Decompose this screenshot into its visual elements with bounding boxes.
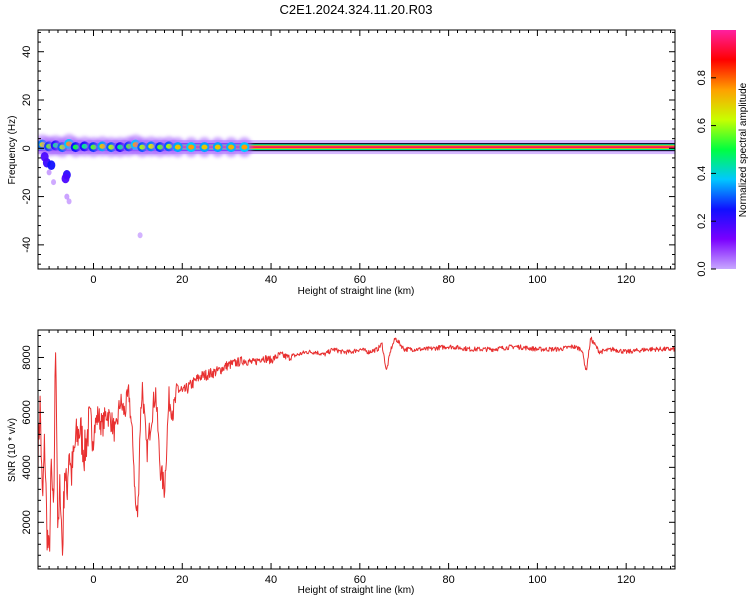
x-tick-label: 40 <box>265 274 277 286</box>
x-tick-label: 100 <box>528 574 546 586</box>
y-tick-label: 0 <box>21 145 33 151</box>
colorbar-tick-label: 0.2 <box>696 214 708 229</box>
colorbar-tick-label: 0.8 <box>696 70 708 85</box>
x-tick-label: 80 <box>442 274 454 286</box>
spectral-blob-core <box>228 144 235 150</box>
snr-plot-area <box>38 330 675 569</box>
spectral-blob-core <box>241 144 248 150</box>
x-tick-label: 40 <box>265 574 277 586</box>
spectral-blob-core <box>174 144 181 150</box>
y-tick-label: 2000 <box>21 510 33 534</box>
colorbar-gradient <box>711 30 736 269</box>
y-tick-label: -40 <box>21 237 33 253</box>
spectral-blob-core <box>201 144 208 150</box>
snr-x-axis-title: Height of straight line (km) <box>298 585 415 596</box>
spectrogram-x-axis-title: Height of straight line (km) <box>298 286 415 297</box>
band-core <box>38 146 675 148</box>
snr-panel: 0 20 40 60 80 100 120 2000 4000 6000 8000 Height o… <box>7 329 676 596</box>
colorbar-ticks: 0.0 0.2 0.4 0.6 0.8 <box>696 70 716 277</box>
spectral-spot <box>61 173 70 184</box>
x-tick-label: 60 <box>354 274 366 286</box>
colorbar-tick-label: 0.0 <box>696 261 708 276</box>
spectral-spot <box>66 198 72 205</box>
colorbar-title: Normalized spectral amplitude <box>738 82 749 217</box>
x-tick-label: 60 <box>354 574 366 586</box>
spectral-spot <box>46 169 52 176</box>
spectrogram-panel: 0 20 40 60 80 100 120 -40 -20 0 20 40 Height of str… <box>7 29 676 297</box>
snr-series-line <box>38 336 675 556</box>
figure-title: C2E1.2024.324.11.20.R03 <box>280 2 433 17</box>
x-tick-label: 0 <box>90 274 96 286</box>
x-tick-label: 100 <box>528 274 546 286</box>
spectrogram-y-axis-title: Frequency (Hz) <box>7 116 18 185</box>
y-tick-label: 4000 <box>21 455 33 479</box>
spectral-spot <box>51 179 57 186</box>
x-tick-label: 20 <box>176 274 188 286</box>
colorbar-tick-label: 0.4 <box>696 166 708 181</box>
colorbar-tick-label: 0.6 <box>696 118 708 133</box>
x-tick-label: 120 <box>617 574 635 586</box>
y-tick-label: 20 <box>21 94 33 106</box>
spectral-spot <box>137 232 143 239</box>
spectral-spot <box>40 151 49 162</box>
spectral-spot <box>47 160 56 170</box>
x-tick-label: 20 <box>176 574 188 586</box>
spectrogram-heatmap <box>38 133 675 239</box>
y-tick-label: 40 <box>21 46 33 58</box>
spectral-spot <box>64 193 70 200</box>
snr-frame <box>37 329 676 570</box>
colorbar: 0.0 0.2 0.4 0.6 0.8 Normalized spectral ampl… <box>696 30 749 277</box>
spectral-blob-core <box>188 144 195 150</box>
spectrogram-frame <box>37 29 676 270</box>
snr-y-axis-title: SNR (10 * v/v) <box>7 418 18 482</box>
x-tick-label: 0 <box>90 574 96 586</box>
y-tick-label: 8000 <box>21 345 33 369</box>
y-tick-label: 6000 <box>21 400 33 424</box>
x-tick-label: 80 <box>442 574 454 586</box>
x-tick-label: 120 <box>617 274 635 286</box>
spectral-blob-core <box>214 144 221 150</box>
y-tick-label: -20 <box>21 189 33 205</box>
